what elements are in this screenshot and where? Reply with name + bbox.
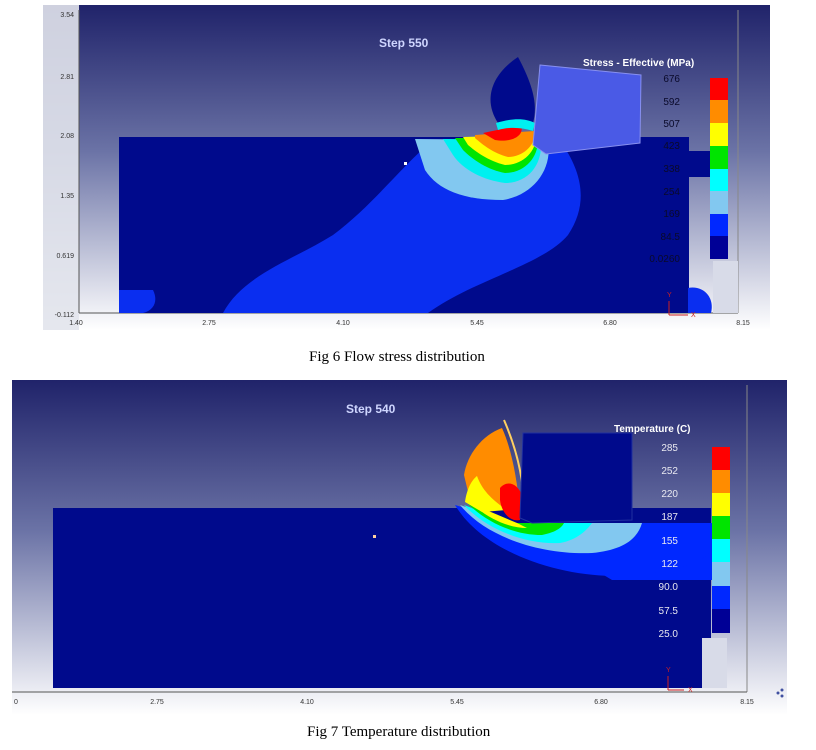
temp-band-155 [468,504,564,535]
step-label: Step 550 [379,36,429,50]
chip-curl-edge [496,119,535,131]
x-tick-6: 8.15 [740,699,754,706]
legend-swatch-4 [710,146,728,169]
x-tick-1: 0 [14,699,18,706]
figure2-caption: Fig 7 Temperature distribution [307,724,491,740]
legend-value-8: 84.5 [661,232,681,243]
x-tick-2: 2.75 [150,699,164,706]
figure1-caption: Fig 6 Flow stress distribution [309,349,485,365]
legend-value-7: 90.0 [659,582,679,593]
chip-curl-yellow [465,476,507,512]
x-tick-6: 8.15 [736,320,750,327]
legend-swatch-7 [712,586,730,609]
legend-value-5: 155 [661,536,678,547]
left-ruler [43,5,79,330]
legend-title: Stress - Effective (MPa) [583,58,694,69]
legend-value-3: 220 [661,489,678,500]
temperature-plot-svg: Step 540 Temperature (C) 285 252 220 187… [12,380,787,715]
triad-y-label: Y [666,667,671,674]
legend-value-4: 187 [661,512,678,523]
stress-band-left [119,290,156,313]
cutting-tool [519,432,633,524]
legend-swatch-5 [710,169,728,191]
legend-value-3: 507 [663,119,680,130]
legend-swatch-2 [710,100,728,123]
chip-strip [538,151,718,177]
temperature-simulation-panel: Step 540 Temperature (C) 285 252 220 187… [12,380,787,715]
stress-band-red [483,125,522,141]
x-tick-1: 1.40 [69,320,83,327]
legend-swatch-7 [710,214,728,236]
axis-triad: Y X [667,292,696,319]
legend-swatch-3 [712,493,730,516]
legend-swatch-8 [712,609,730,633]
stress-simulation-panel: Step 550 Stress - Effective (MPa) 676 59… [43,5,770,330]
chip-curl [490,57,535,123]
axis-triad: Y X [666,667,693,694]
legend-value-6: 254 [663,187,680,198]
step-label: Step 540 [346,402,396,416]
legend-value-7: 169 [663,209,680,220]
legend-value-9: 25.0 [659,629,679,640]
triad-x-label: X [691,312,696,319]
legend-title: Temperature (C) [614,424,691,435]
triad-y-label: Y [667,292,672,299]
y-tick-6: -0.112 [55,312,74,319]
legend-swatch-5 [712,539,730,562]
legend-value-9: 0.0260 [649,254,680,265]
x-tick-5: 6.80 [594,699,608,706]
corner-gap [713,261,738,313]
temperature-legend-bar [712,447,730,633]
legend-value-6: 122 [661,559,678,570]
y-tick-2: 2.81 [60,74,74,81]
stress-legend-bar [710,78,728,259]
legend-swatch-2 [712,470,730,493]
legend-swatch-1 [710,78,728,100]
legend-value-5: 338 [663,164,680,175]
legend-swatch-3 [710,123,728,146]
corner-glyph-icon [776,688,784,698]
legend-swatch-4 [712,516,730,539]
x-tick-3: 4.10 [336,320,350,327]
tracking-point [404,162,407,165]
y-tick-4: 1.35 [60,193,74,200]
triad-x-label: X [688,687,693,694]
legend-swatch-8 [710,236,728,259]
legend-value-2: 252 [661,466,678,477]
x-tick-4: 5.45 [450,699,464,706]
x-tick-5: 6.80 [603,320,617,327]
x-tick-4: 5.45 [470,320,484,327]
legend-value-2: 592 [663,97,680,108]
legend-swatch-6 [712,562,730,586]
cutting-tool [532,64,642,155]
y-tick-3: 2.08 [60,133,74,140]
legend-value-1: 285 [661,443,678,454]
y-tick-5: 0.619 [56,253,74,260]
legend-swatch-6 [710,191,728,214]
corner-gap [702,638,727,688]
legend-swatch-1 [712,447,730,470]
legend-value-4: 423 [663,141,680,152]
tracking-point [373,535,376,538]
stress-plot-svg: Step 550 Stress - Effective (MPa) 676 59… [43,5,770,330]
y-tick-1: 3.54 [60,12,74,19]
x-tick-2: 2.75 [202,320,216,327]
stress-band-orange [475,131,536,157]
stress-band-right [688,287,712,313]
legend-value-1: 676 [663,74,680,85]
hot-zone [500,483,522,521]
x-tick-3: 4.10 [300,699,314,706]
legend-value-8: 57.5 [659,606,679,617]
